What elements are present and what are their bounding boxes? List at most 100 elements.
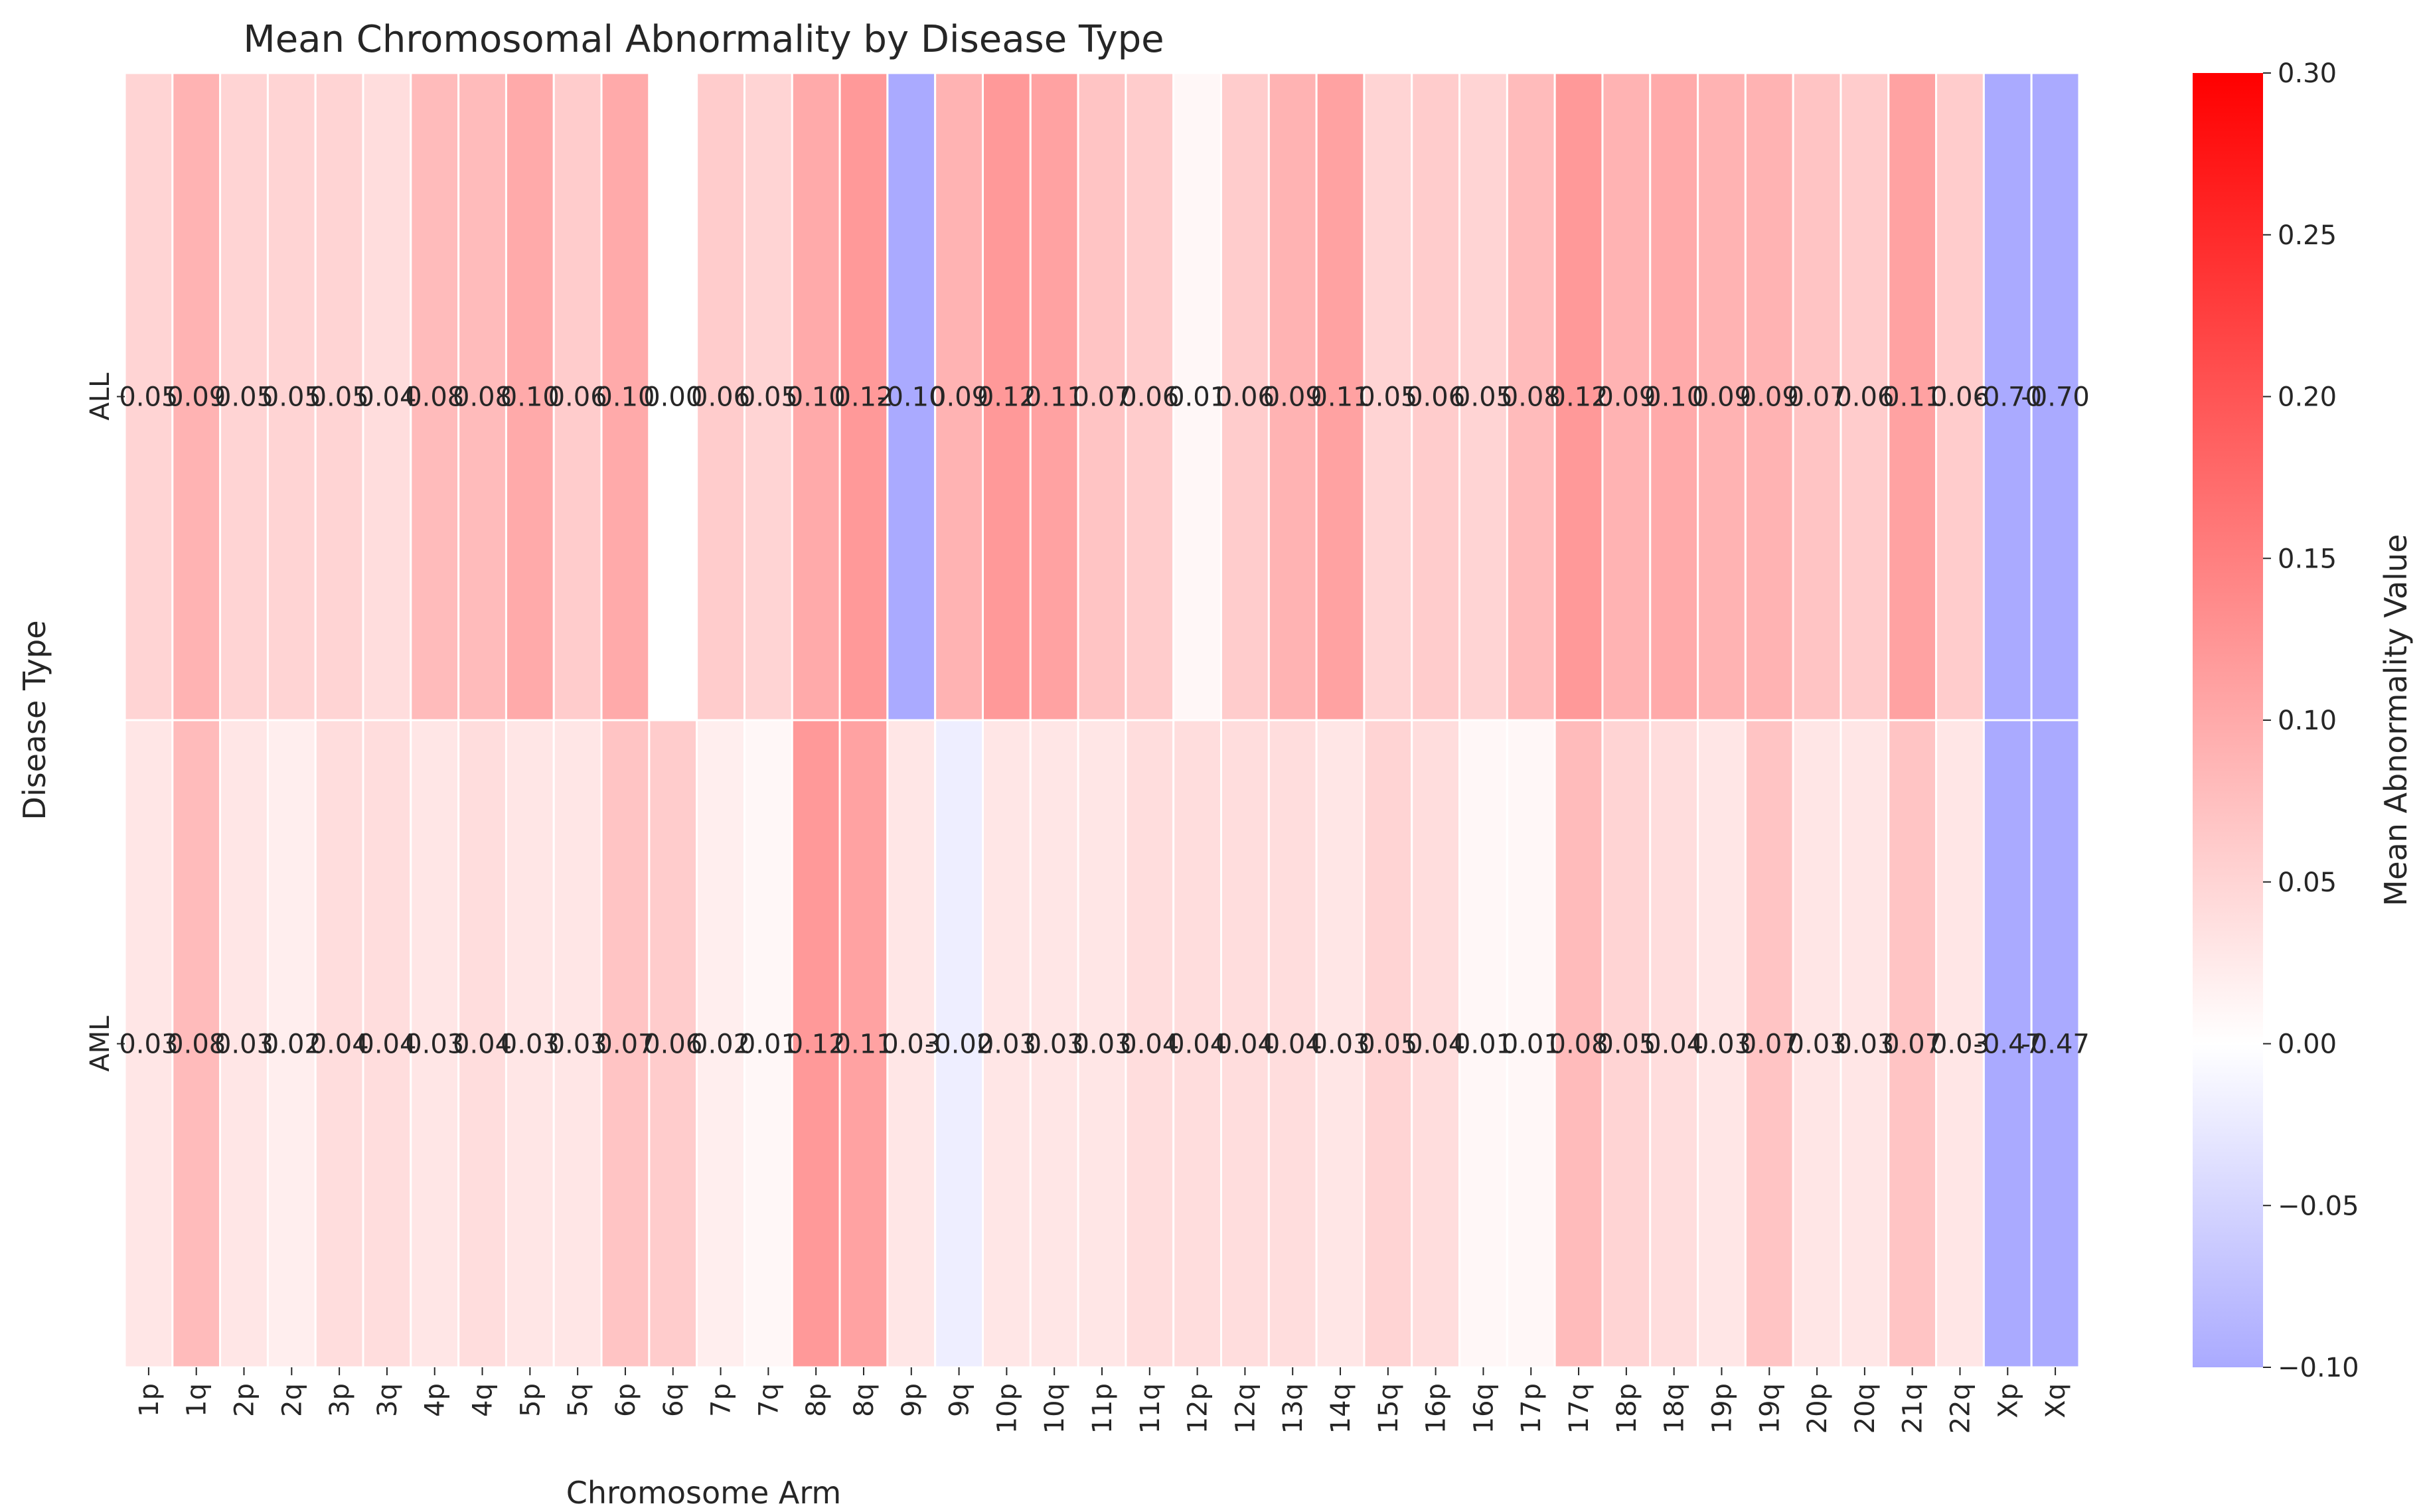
heatmap-cell-aml-19p [1697,719,1747,1369]
x-tick-label-4p: 4p [420,1383,451,1417]
cell-value-label: 0.05 [739,382,798,413]
heatmap-cell-aml-8p [791,719,841,1369]
x-tick-label-3p: 3p [325,1383,355,1417]
x-tick-label-11p: 11p [1087,1383,1118,1434]
heatmap-cell-aml-7p [696,719,745,1369]
heatmap-cell-aml-16p [1411,719,1461,1369]
cell-value-label: 0.06 [691,382,750,413]
cell-value-label: 0.03 [1692,1029,1751,1060]
heatmap-cell-aml-13q [1267,719,1318,1369]
heatmap-cell-all-7q [743,72,793,721]
heatmap-cell-aml-15q [1363,719,1413,1369]
cell-value-label: 0.09 [1740,382,1799,413]
y-tick-label-aml: AML [85,1016,116,1072]
heatmap-cell-aml-4p [410,719,460,1369]
x-tick-label-6p: 6p [611,1383,641,1417]
heatmap-cell-aml-xq [2030,719,2080,1369]
heatmap-cell-all-11q [1125,72,1175,721]
cell-value-label: 0.11 [1883,382,1942,413]
cell-value-label: 0.09 [1263,382,1322,413]
cell-value-label: 0.08 [1549,1029,1608,1060]
x-axis-label: Chromosome Arm [566,1475,842,1511]
x-tick-label-8p: 8p [801,1383,832,1417]
heatmap-cell-aml-21q [1887,719,1938,1369]
cell-value-label: -0.10 [877,382,946,413]
heatmap-cell-all-5q [552,72,603,721]
x-tick-label-12q: 12q [1230,1383,1261,1434]
cell-value-label: 0.03 [405,1029,464,1060]
heatmap-cells [123,72,2080,1369]
chart-title: Mean Chromosomal Abnormality by Disease … [243,18,1164,61]
heatmap-cell-aml-1q [171,719,222,1369]
cell-value-label: -0.70 [1974,382,2043,413]
cell-value-labels: 0.050.090.050.050.050.040.080.080.100.06… [119,382,2089,1060]
cell-value-label: -0.47 [1974,1029,2043,1060]
cell-value-label: 0.09 [929,382,988,413]
colorbar-tick-label: 0.10 [2278,706,2337,736]
x-tick-label-12p: 12p [1183,1383,1213,1434]
cell-value-label: 0.12 [787,1029,846,1060]
cell-value-label: 0.00 [643,382,702,413]
heatmap-cell-aml-1p [123,719,174,1369]
x-tick-label-10p: 10p [992,1383,1022,1434]
cell-value-label: 0.03 [214,1029,274,1060]
cell-value-label: 0.05 [1454,382,1513,413]
cell-value-label: 0.06 [1120,382,1179,413]
heatmap-cell-aml-16q [1458,719,1508,1369]
cell-value-label: 0.08 [405,382,464,413]
heatmap-cell-all-1p [123,72,174,721]
cell-value-label: 0.05 [1597,1029,1656,1060]
cell-value-label: 0.04 [453,1029,512,1060]
cell-value-label: 0.03 [1025,1029,1084,1060]
cell-value-label: 0.10 [1644,382,1703,413]
x-tick-label-xp: Xp [1993,1383,2023,1418]
cell-value-label: 0.03 [119,1029,178,1060]
cell-value-label: -0.02 [925,1029,994,1060]
heatmap-cell-all-20p [1792,72,1842,721]
cell-value-label: 0.02 [691,1029,750,1060]
cell-value-label: 0.11 [834,1029,893,1060]
cell-value-label: 0.08 [453,382,512,413]
heatmap-cell-all-16p [1411,72,1461,721]
cell-value-label: 0.05 [1358,382,1417,413]
x-tick-label-18q: 18q [1660,1383,1690,1434]
x-tick-label-17q: 17q [1564,1383,1595,1434]
cell-value-label: 0.04 [357,1029,416,1060]
cell-value-label: -0.70 [2021,382,2090,413]
colorbar-ticks: −0.10 −0.05 0.00 0.05 0.10 0.15 0.20 0.25 0.30 [2263,58,2359,1383]
heatmap-cell-all-10p [981,72,1032,721]
cell-value-label: 0.07 [1788,382,1847,413]
cell-value-label: 0.06 [1215,382,1275,413]
cell-value-label: 0.05 [119,382,178,413]
x-tick-label-4q: 4q [468,1383,499,1417]
heatmap-cell-aml-5q [552,719,603,1369]
cell-value-label: 0.03 [548,1029,607,1060]
heatmap-cell-all-9q [934,72,984,721]
cell-value-label: 0.02 [262,1029,321,1060]
cell-value-label: 0.09 [1597,382,1656,413]
heatmap-cell-aml-9q [934,719,984,1369]
heatmap-cell-aml-12p [1172,719,1223,1369]
cell-value-label: 0.11 [1310,382,1369,413]
colorbar-tick-label: −0.05 [2278,1191,2359,1221]
x-tick-label-21q: 21q [1898,1383,1928,1434]
heatmap-cell-all-20q [1839,72,1890,721]
cell-value-label: 0.04 [1263,1029,1322,1060]
colorbar-tick-label: 0.15 [2278,544,2337,574]
cell-value-label: 0.01 [1454,1029,1513,1060]
heatmap-cell-all-8q [838,72,889,721]
cell-value-label: 0.05 [262,382,321,413]
cell-value-label: 0.07 [1883,1029,1942,1060]
cell-value-label: 0.06 [1835,382,1894,413]
colorbar-label: Mean Abnormality Value [2378,534,2414,907]
x-tick-label-5q: 5q [563,1383,593,1417]
heatmap-cell-aml-17q [1553,719,1604,1369]
x-tick-label-14q: 14q [1326,1383,1356,1434]
cell-value-label: 0.03 [501,1029,560,1060]
colorbar-tick-label: −0.10 [2278,1353,2359,1383]
heatmap-cell-aml-14q [1315,719,1366,1369]
heatmap-cell-aml-7q [743,719,793,1369]
cell-value-label: 0.04 [1406,1029,1465,1060]
cell-value-label: -0.47 [2021,1029,2090,1060]
cell-value-label: 0.08 [1502,382,1561,413]
